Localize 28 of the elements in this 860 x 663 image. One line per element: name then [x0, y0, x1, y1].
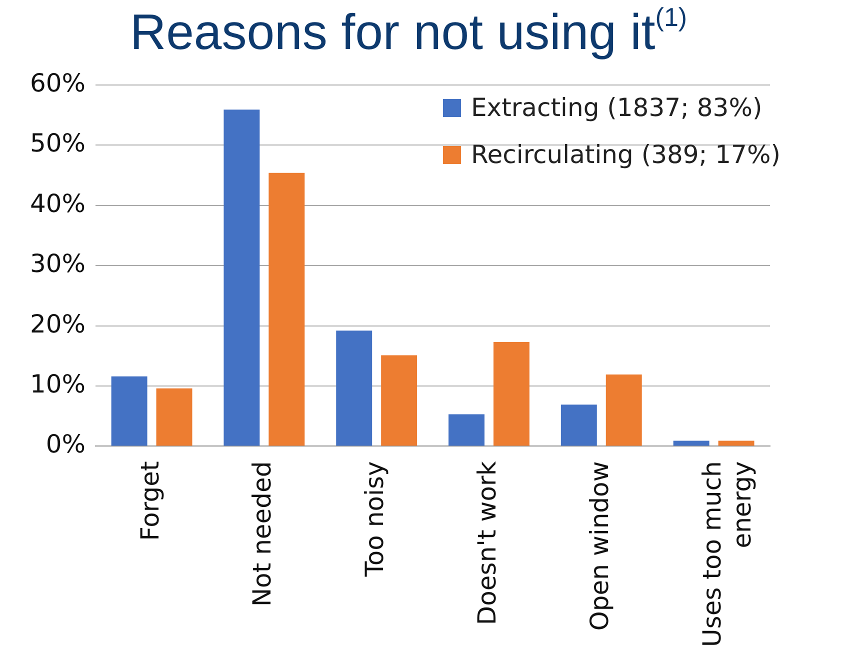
y-tick-label: 30%	[30, 249, 86, 278]
bar	[560, 404, 597, 446]
bar	[336, 330, 372, 446]
bar	[381, 355, 418, 446]
legend-label: Recirculating (389; 17%)	[471, 140, 780, 169]
bar	[673, 440, 710, 446]
x-tick-label: Forget	[135, 461, 164, 541]
bar	[224, 110, 260, 446]
bar	[718, 440, 754, 446]
y-tick-label: 0%	[46, 430, 86, 459]
bar	[156, 388, 192, 446]
bar	[448, 414, 484, 446]
x-tick-label: Uses too much energy	[697, 460, 756, 648]
x-tick-label: Too noisy	[360, 460, 390, 578]
y-tick-label: 50%	[30, 128, 86, 158]
chart-title: Reasons for not using it$^{(1)}$	[129, 2, 688, 62]
x-tick-label: Not needed	[248, 461, 277, 607]
x-tick-label: Doesn't work	[472, 460, 502, 626]
y-tick-label: 40%	[30, 188, 86, 218]
y-tick-label: 10%	[30, 369, 86, 398]
bar	[268, 172, 305, 446]
x-tick-label: Open window	[584, 461, 614, 631]
bar	[111, 376, 148, 446]
legend-label: Extracting (1837; 83%)	[471, 93, 762, 122]
y-tick-label: 20%	[30, 309, 86, 338]
y-tick-label: 60%	[30, 68, 86, 98]
bar	[493, 342, 530, 446]
bar	[606, 374, 642, 446]
